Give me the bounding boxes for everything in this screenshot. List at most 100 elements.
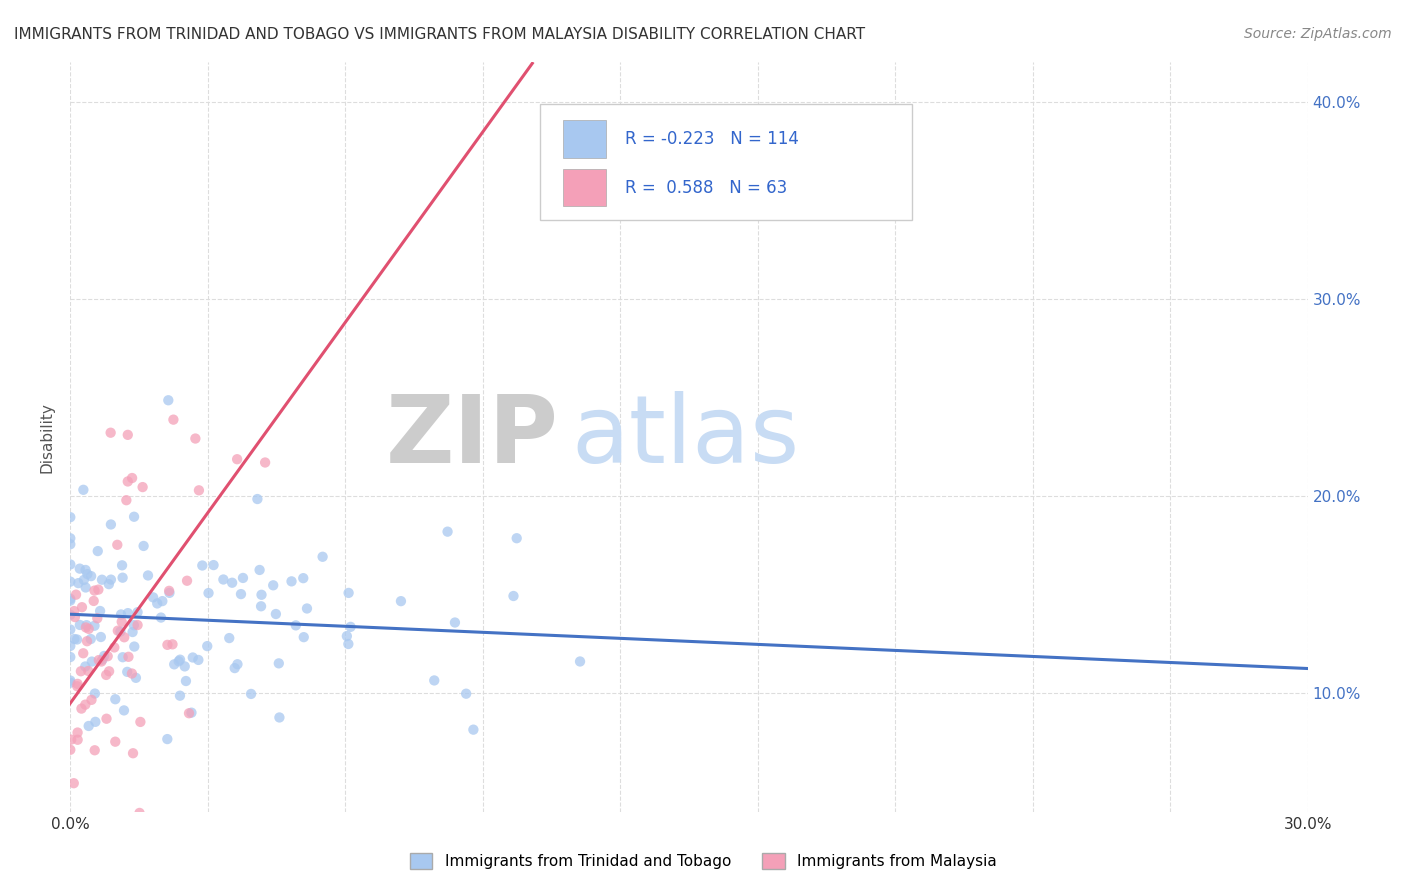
Point [59, 510, 82, 524]
Point [66, 632, 89, 647]
Point [264, 607, 287, 621]
Point [157, 583, 180, 598]
Point [76, 618, 98, 632]
Point [156, 732, 179, 747]
Point [180, 706, 202, 720]
Point [75, 620, 97, 634]
Point [86, 611, 108, 625]
Point [104, 692, 127, 706]
Point [76, 567, 98, 582]
Point [66, 732, 89, 747]
Point [97, 577, 120, 591]
Point [267, 657, 290, 671]
Point [80, 569, 103, 583]
Point [63, 610, 86, 624]
Point [117, 428, 139, 442]
Point [112, 703, 135, 717]
Point [122, 746, 145, 760]
Point [142, 591, 165, 605]
Point [67, 576, 90, 591]
Point [254, 455, 277, 469]
Point [156, 638, 179, 652]
Point [229, 587, 252, 601]
Point [169, 653, 191, 667]
Point [59, 591, 82, 606]
Point [226, 452, 249, 467]
Point [436, 524, 458, 539]
Point [122, 509, 145, 524]
Point [181, 650, 204, 665]
Point [103, 640, 125, 655]
Point [159, 586, 181, 600]
Point [59, 593, 82, 607]
Y-axis label: Disability: Disability [39, 401, 55, 473]
Point [59, 639, 82, 653]
Text: IMMIGRANTS FROM TRINIDAD AND TOBAGO VS IMMIGRANTS FROM MALAYSIA DISABILITY CORRE: IMMIGRANTS FROM TRINIDAD AND TOBAGO VS I… [14, 27, 865, 42]
Point [73, 573, 96, 587]
Text: atlas: atlas [571, 391, 800, 483]
Point [202, 558, 225, 573]
Point [59, 574, 82, 589]
Point [98, 665, 121, 679]
Point [122, 618, 145, 632]
Point [107, 624, 129, 638]
Point [104, 734, 127, 748]
Text: ZIP: ZIP [387, 391, 560, 483]
Point [502, 589, 524, 603]
Point [184, 432, 207, 446]
Point [146, 597, 169, 611]
Point [76, 634, 98, 648]
Point [75, 581, 97, 595]
Point [169, 689, 191, 703]
FancyBboxPatch shape [540, 103, 911, 219]
Point [250, 599, 273, 614]
Point [167, 654, 190, 668]
Point [131, 480, 153, 494]
Point [162, 637, 184, 651]
Point [195, 639, 218, 653]
Point [91, 573, 114, 587]
Point [127, 618, 149, 632]
Point [83, 687, 105, 701]
Point [111, 615, 134, 629]
Point [111, 558, 134, 573]
Point [121, 625, 143, 640]
Point [115, 493, 138, 508]
Point [177, 706, 200, 721]
Point [191, 558, 214, 573]
Point [337, 586, 360, 600]
Point [97, 649, 120, 664]
Point [117, 606, 139, 620]
Point [232, 571, 254, 585]
Point [262, 578, 284, 592]
Point [136, 568, 159, 582]
Point [197, 586, 219, 600]
Point [59, 824, 82, 838]
Point [59, 675, 82, 690]
Point [65, 588, 87, 602]
Point [62, 776, 84, 790]
Point [60, 732, 83, 747]
Point [336, 629, 359, 643]
Point [250, 588, 273, 602]
Point [111, 650, 134, 665]
Point [59, 821, 82, 835]
Point [389, 594, 412, 608]
Point [124, 640, 146, 654]
Point [224, 661, 246, 675]
Point [59, 824, 82, 838]
Point [121, 471, 143, 485]
Point [149, 610, 172, 624]
Point [111, 571, 134, 585]
Point [246, 491, 269, 506]
Point [115, 665, 138, 679]
Point [59, 558, 82, 572]
Point [162, 412, 184, 426]
Point [96, 668, 118, 682]
Point [83, 618, 105, 632]
Point [121, 666, 143, 681]
Point [87, 544, 110, 558]
Point [240, 687, 263, 701]
Point [77, 664, 100, 678]
Point [295, 601, 318, 615]
